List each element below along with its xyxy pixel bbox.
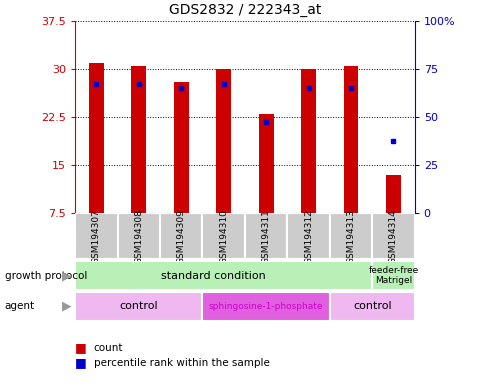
Bar (385, 175, 400, 213)
Bar (131, 66, 146, 213)
Bar (372, 213, 414, 259)
Bar (75, 261, 372, 290)
Text: GSM194308: GSM194308 (134, 209, 143, 263)
Text: GSM194313: GSM194313 (346, 209, 355, 263)
Bar (258, 114, 273, 213)
Bar (244, 213, 287, 259)
Text: ▶: ▶ (62, 269, 72, 282)
Bar (329, 213, 372, 259)
Title: GDS2832 / 222343_at: GDS2832 / 222343_at (168, 3, 320, 17)
Bar (301, 69, 316, 213)
Bar (160, 213, 202, 259)
Text: sphingosine-1-phosphate: sphingosine-1-phosphate (209, 302, 323, 311)
Bar (343, 66, 358, 213)
Text: standard condition: standard condition (160, 270, 265, 281)
Bar (287, 213, 329, 259)
Bar (89, 63, 104, 213)
Text: growth protocol: growth protocol (5, 270, 87, 281)
Text: GSM194307: GSM194307 (91, 209, 101, 263)
Text: GSM194309: GSM194309 (176, 209, 185, 263)
Bar (202, 292, 329, 321)
Text: control: control (352, 301, 391, 311)
Text: ■: ■ (75, 341, 87, 354)
Bar (372, 261, 414, 290)
Bar (75, 213, 117, 259)
Text: control: control (119, 301, 158, 311)
Text: GSM194314: GSM194314 (388, 209, 397, 263)
Text: count: count (93, 343, 123, 353)
Text: GSM194311: GSM194311 (261, 209, 270, 263)
Bar (173, 82, 188, 213)
Text: percentile rank within the sample: percentile rank within the sample (93, 358, 269, 368)
Text: ■: ■ (75, 356, 87, 369)
Bar (202, 213, 244, 259)
Text: feeder-free
Matrigel: feeder-free Matrigel (367, 266, 418, 285)
Text: ▶: ▶ (62, 300, 72, 313)
Bar (329, 292, 414, 321)
Bar (216, 69, 231, 213)
Bar (117, 213, 160, 259)
Text: GSM194312: GSM194312 (303, 209, 313, 263)
Bar (75, 292, 202, 321)
Text: agent: agent (5, 301, 35, 311)
Text: GSM194310: GSM194310 (219, 209, 228, 263)
